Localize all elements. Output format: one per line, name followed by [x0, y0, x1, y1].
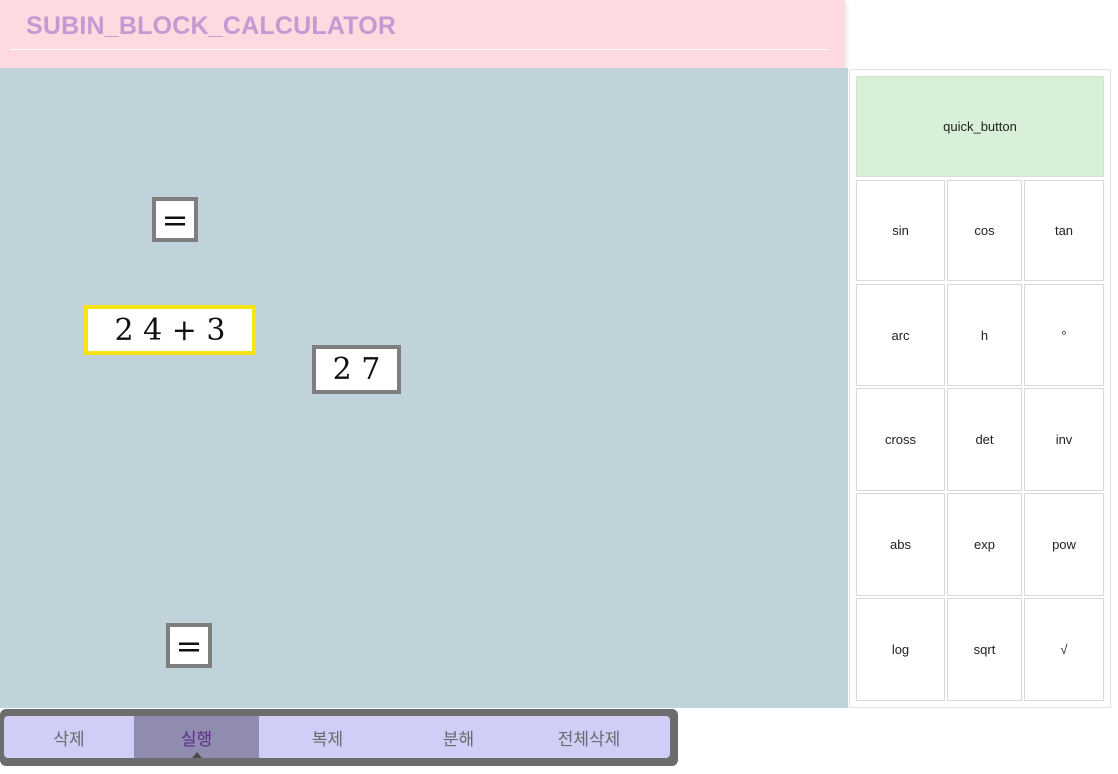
run-label: 실행 — [180, 729, 213, 750]
equals-block[interactable]: = — [152, 197, 198, 242]
cross-button[interactable]: cross — [856, 388, 945, 491]
delete-all-label: 전체삭제 — [557, 729, 621, 750]
abs-button[interactable]: abs — [856, 493, 945, 596]
exp-button[interactable]: exp — [947, 493, 1022, 596]
block-text: 2 4 + 3 — [114, 312, 226, 348]
block-text: = — [161, 200, 189, 239]
block-text: = — [175, 626, 203, 665]
h-button[interactable]: h — [947, 284, 1022, 386]
root-symbol-button[interactable]: √ — [1024, 598, 1104, 701]
degree-button[interactable]: ° — [1024, 284, 1104, 386]
delete-all-button[interactable]: 전체삭제 — [521, 716, 657, 758]
log-button[interactable]: log — [856, 598, 945, 701]
sin-button[interactable]: sin — [856, 180, 945, 281]
delete-button[interactable]: 삭제 — [4, 716, 134, 758]
block-canvas[interactable]: = 2 4 + 3 2 7 = — [0, 68, 848, 708]
block-text: 2 7 — [332, 352, 381, 387]
active-caret-icon — [191, 752, 202, 758]
action-toolbar: 삭제 실행 복제 분해 전체삭제 — [0, 709, 678, 766]
tan-button[interactable]: tan — [1024, 180, 1104, 281]
equals-block[interactable]: = — [166, 623, 212, 668]
result-block[interactable]: 2 7 — [312, 345, 401, 394]
delete-label: 삭제 — [53, 729, 85, 750]
run-button[interactable]: 실행 — [134, 716, 259, 758]
quick-button[interactable]: quick_button — [856, 76, 1104, 177]
inv-button[interactable]: inv — [1024, 388, 1104, 491]
app-title: SUBIN_BLOCK_CALCULATOR — [26, 12, 397, 40]
duplicate-label: 복제 — [311, 729, 344, 750]
header-divider — [10, 49, 828, 50]
det-button[interactable]: det — [947, 388, 1022, 491]
cos-button[interactable]: cos — [947, 180, 1022, 281]
decompose-button[interactable]: 분해 — [396, 716, 521, 758]
expression-block[interactable]: 2 4 + 3 — [84, 305, 256, 355]
pow-button[interactable]: pow — [1024, 493, 1104, 596]
sqrt-button[interactable]: sqrt — [947, 598, 1022, 701]
function-panel: quick_button sin cos tan arc h ° cross d… — [849, 69, 1111, 708]
toolbar-buttons: 삭제 실행 복제 분해 전체삭제 — [4, 716, 670, 758]
duplicate-button[interactable]: 복제 — [259, 716, 396, 758]
decompose-label: 분해 — [442, 729, 475, 750]
app-header: SUBIN_BLOCK_CALCULATOR — [0, 0, 845, 68]
arc-button[interactable]: arc — [856, 284, 945, 386]
